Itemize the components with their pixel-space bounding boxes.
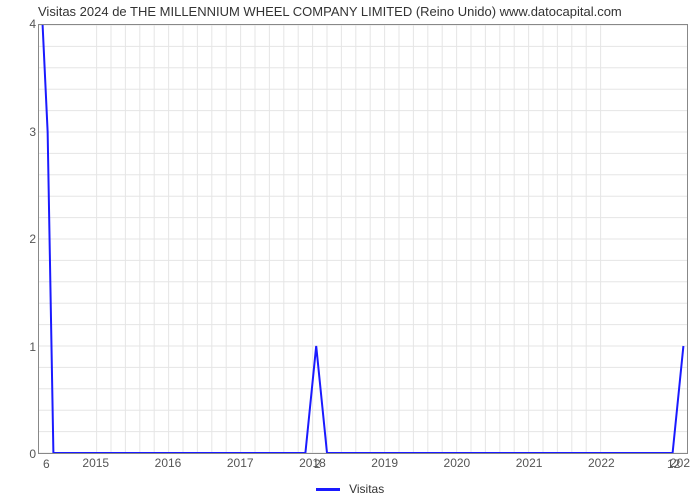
x-tick-label-trailing: 202 bbox=[670, 456, 690, 470]
series-line bbox=[39, 25, 687, 453]
x-tick-label: 2016 bbox=[155, 456, 182, 470]
y-tick-label: 0 bbox=[12, 447, 36, 461]
plot-area: 6212 bbox=[38, 24, 688, 454]
x-tick-label: 2021 bbox=[516, 456, 543, 470]
legend-swatch bbox=[316, 488, 340, 491]
y-tick-label: 3 bbox=[12, 125, 36, 139]
x-tick-label: 2018 bbox=[299, 456, 326, 470]
x-tick-label: 2022 bbox=[588, 456, 615, 470]
chart-container: Visitas 2024 de THE MILLENNIUM WHEEL COM… bbox=[0, 0, 700, 500]
x-tick-label: 2019 bbox=[371, 456, 398, 470]
x-tick-label: 2017 bbox=[227, 456, 254, 470]
legend: Visitas bbox=[0, 482, 700, 496]
y-tick-label: 4 bbox=[12, 17, 36, 31]
overlay-number: 6 bbox=[43, 457, 50, 471]
x-tick-label: 2020 bbox=[444, 456, 471, 470]
chart-title: Visitas 2024 de THE MILLENNIUM WHEEL COM… bbox=[38, 4, 622, 19]
y-tick-label: 2 bbox=[12, 232, 36, 246]
y-tick-label: 1 bbox=[12, 340, 36, 354]
legend-label: Visitas bbox=[349, 482, 384, 496]
x-tick-label: 2015 bbox=[82, 456, 109, 470]
